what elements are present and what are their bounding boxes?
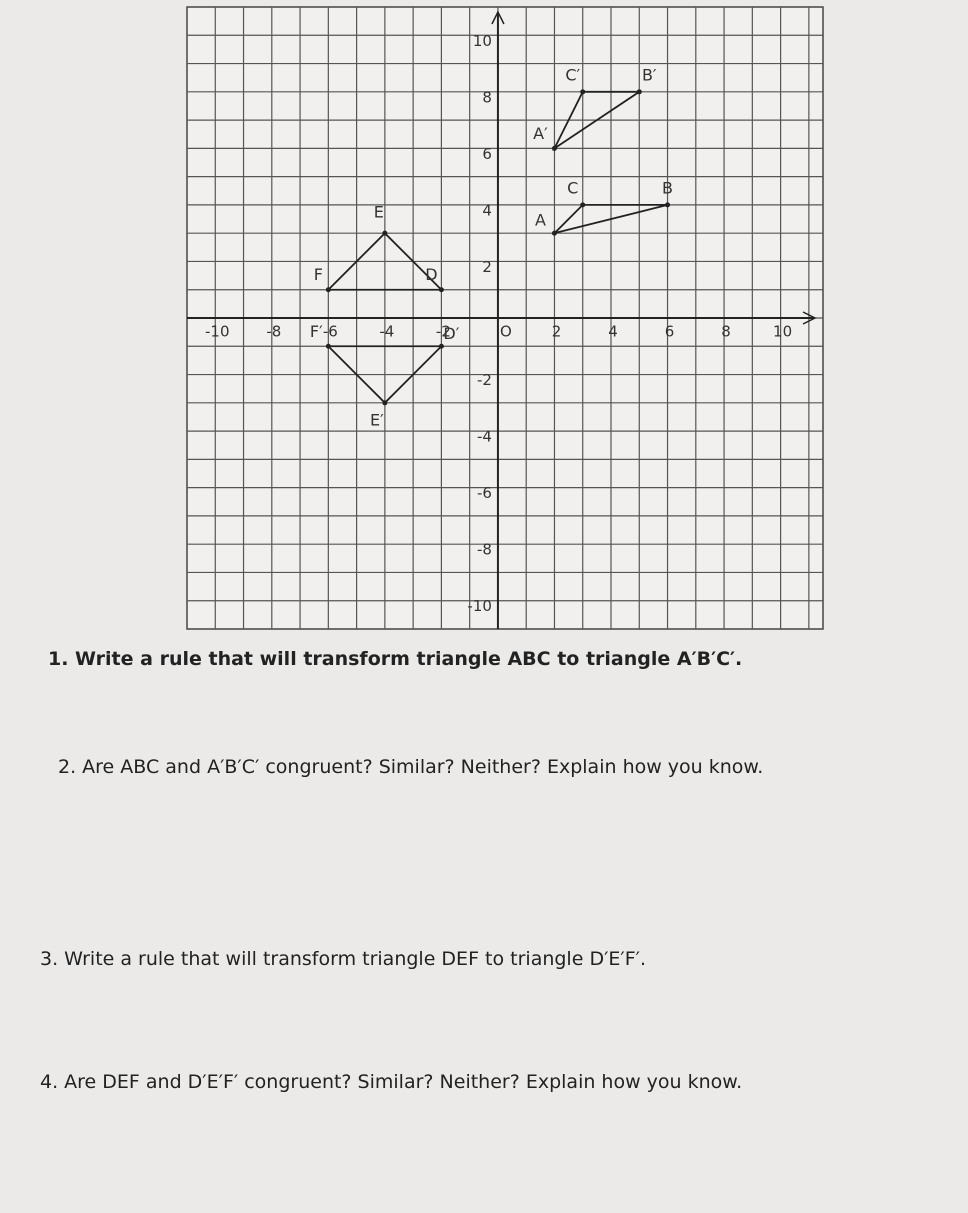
vertex [551,230,557,236]
x-tick-label: 8 [721,323,731,341]
y-tick-label: 4 [482,201,492,219]
x-tick-label: -4 [379,323,394,341]
x-tick-label: 4 [608,323,618,341]
vertex [382,400,388,406]
vertex-label: D [425,265,437,284]
y-tick-label: 10 [473,32,492,50]
vertex-label: D′ [443,324,459,343]
vertex-label: B′ [642,65,657,84]
vertex-label: E′ [370,410,384,429]
vertex-label: E [374,203,384,222]
x-tick-label: -8 [266,323,281,341]
vertex [580,89,586,95]
y-axis-arrow [491,10,505,25]
question: 3. Write a rule that will transform tria… [40,948,646,970]
vertex [665,202,671,208]
question: 4. Are DEF and D′E′F′ congruent? Similar… [40,1071,743,1093]
triangle [326,345,444,405]
y-tick-label: 8 [482,88,492,106]
vertex-label: A′ [533,124,548,143]
x-tick-label: O [500,323,512,341]
y-tick-label: -6 [477,484,492,502]
triangle [552,90,643,151]
vertex-label: F [314,265,323,284]
vertex [325,343,331,349]
vertex [580,202,586,208]
question: 1. Write a rule that will transform tria… [48,648,743,670]
vertex [551,145,557,151]
y-tick-label: -8 [477,541,492,559]
triangle [551,204,668,235]
x-tick-label: 6 [665,323,675,341]
x-tick-label: -6 [323,323,338,341]
coordinate-grid: x y -10-8-6-4-2O246810108642-2-4-6-8-10A… [186,6,824,630]
vertex-label: C′ [565,65,580,84]
vertex [636,89,642,95]
triangle [326,231,444,291]
vertex-label: F′ [310,322,323,341]
vertex [438,287,444,293]
vertex-label: C [567,178,578,197]
vertex [382,230,388,236]
vertex-label: B [662,178,673,197]
vertex [438,343,444,349]
y-tick-label: 6 [482,145,492,163]
x-tick-label: 2 [552,323,562,341]
y-tick-label: 2 [482,258,492,276]
y-tick-label: -4 [477,428,492,446]
x-tick-label: -2 [436,323,451,341]
x-axis-arrow [802,311,817,325]
vertex-label: A [535,211,546,230]
x-tick-label: 10 [773,323,792,341]
x-tick-label: -10 [205,323,230,341]
y-tick-label: -10 [467,597,492,615]
question: 2. Are ABC and A′B′C′ congruent? Similar… [58,756,764,778]
y-tick-label: -2 [477,371,492,389]
vertex [325,287,331,293]
